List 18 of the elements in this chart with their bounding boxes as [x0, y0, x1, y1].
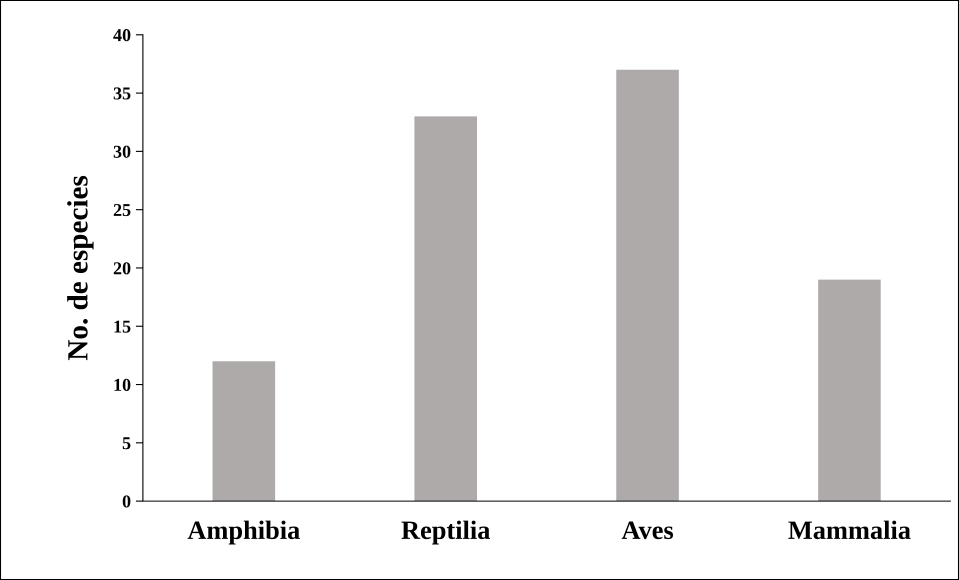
x-tick-label: Mammalia	[788, 520, 911, 540]
x-tick-label: Aves	[622, 521, 674, 540]
bar	[212, 361, 276, 502]
y-tick-label: 10	[114, 378, 130, 391]
x-tick-label: Reptilia	[401, 520, 490, 544]
y-tick-label: 15	[114, 320, 130, 333]
y-tick-label: 20	[114, 262, 130, 274]
y-tick-label: 40	[113, 29, 130, 42]
y-tick-label: 5	[122, 437, 130, 450]
bar	[818, 280, 881, 502]
y-tick-label: 0	[122, 495, 130, 508]
x-tick-label: Amphibia	[188, 520, 300, 544]
y-tick-label: 30	[114, 146, 130, 158]
y-tick-label: 35	[114, 87, 130, 100]
bar	[414, 116, 477, 502]
y-tick-label: 25	[114, 204, 130, 216]
bar	[616, 70, 679, 502]
y-axis-title: No. de especies	[67, 176, 94, 360]
